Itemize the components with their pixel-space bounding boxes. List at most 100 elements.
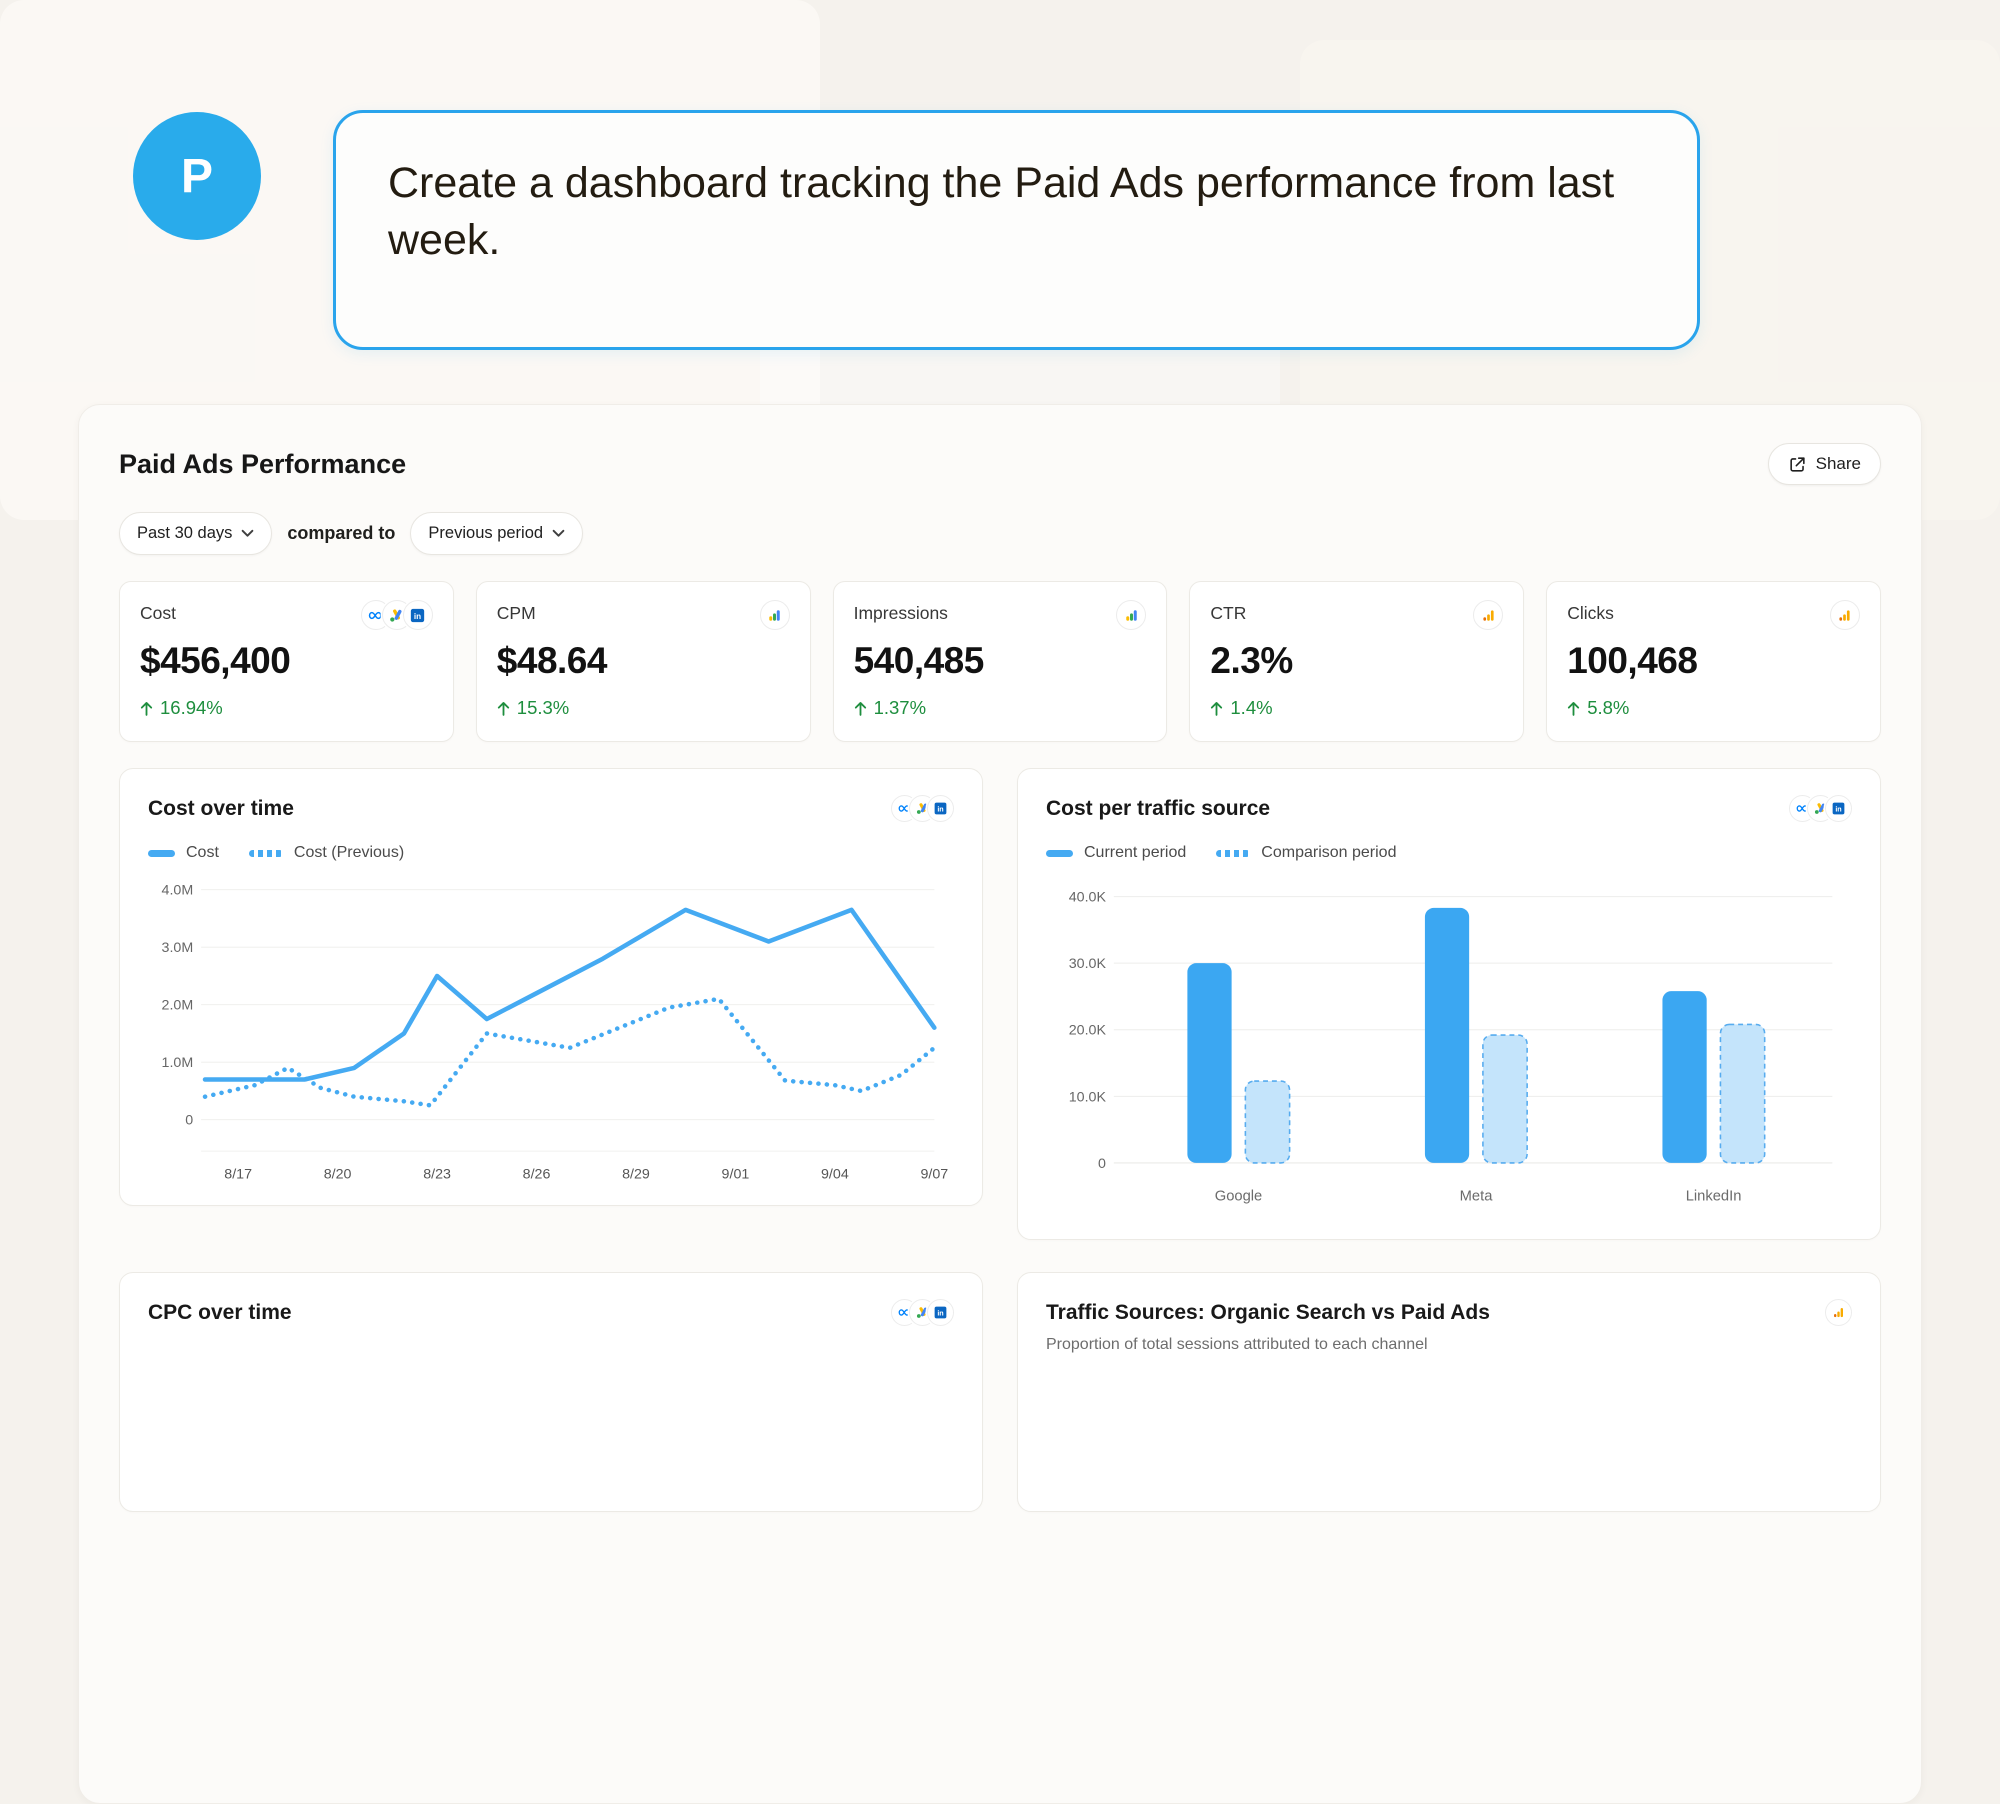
svg-text:in: in (414, 611, 421, 620)
svg-text:9/04: 9/04 (821, 1167, 849, 1183)
svg-text:0: 0 (185, 1113, 193, 1129)
kpi-card-cpm: CPM $48.64 15.3% (475, 581, 811, 742)
charts-row: Cost over time in Cost Cost (Previous) 4… (119, 768, 1881, 1240)
svg-text:8/20: 8/20 (324, 1167, 352, 1183)
kpi-card-clicks: Clicks 100,468 5.8% (1546, 581, 1881, 742)
chevron-down-icon (242, 529, 254, 537)
arrow-up-icon (1211, 701, 1223, 716)
share-icon (1790, 456, 1805, 472)
kpi-value: $48.64 (496, 640, 608, 681)
legend-item-cost[interactable]: Cost (148, 844, 219, 862)
svg-text:8/26: 8/26 (523, 1167, 551, 1183)
orange-bars-icon (1473, 600, 1504, 630)
chart-title: CPC over time (148, 1300, 292, 1324)
kpi-source-icons (1116, 600, 1147, 630)
svg-text:8/17: 8/17 (224, 1167, 252, 1183)
solid-line-swatch (148, 849, 175, 857)
bottom-row: CPC over time in Traffic Sources: Organi… (119, 1272, 1881, 1512)
cost-over-time-card: Cost over time in Cost Cost (Previous) 4… (119, 768, 983, 1206)
kpi-value: $456,400 (140, 640, 291, 681)
kpi-label: Impressions (853, 603, 948, 623)
svg-text:10.0K: 10.0K (1069, 1089, 1107, 1105)
kpi-source-icons (759, 600, 790, 630)
kpi-value: 540,485 (853, 640, 985, 681)
kpi-delta: 15.3% (497, 697, 790, 719)
chart-source-icons (1825, 1299, 1852, 1326)
svg-text:in: in (937, 805, 943, 813)
chart-title: Cost per traffic source (1046, 796, 1271, 820)
kpi-card-ctr: CTR 2.3% 1.4% (1189, 581, 1525, 742)
chart-legend: Current period Comparison period (1046, 844, 1852, 862)
kpi-row: Cost in $456,400 16.94% CPM $48.64 15.3%… (119, 581, 1881, 742)
svg-text:Google: Google (1215, 1188, 1263, 1204)
svg-text:4.0M: 4.0M (162, 883, 194, 899)
kpi-delta: 1.4% (1210, 697, 1503, 719)
kpi-delta: 1.37% (854, 697, 1147, 719)
cpc-over-time-card: CPC over time in (119, 1272, 983, 1512)
svg-text:30.0K: 30.0K (1069, 956, 1107, 972)
share-button[interactable]: Share (1767, 443, 1881, 485)
chart-source-icons: in (891, 795, 954, 822)
legend-item-comparison-period[interactable]: Comparison period (1216, 844, 1396, 862)
dashed-bar-swatch (1216, 849, 1251, 857)
svg-text:9/01: 9/01 (722, 1167, 750, 1183)
svg-text:Meta: Meta (1460, 1188, 1494, 1204)
linkedin-icon: in (402, 600, 433, 630)
kpi-source-icons (1473, 600, 1504, 630)
kpi-card-cost: Cost in $456,400 16.94% (119, 581, 454, 742)
solid-bar-swatch (1046, 849, 1073, 857)
kpi-source-icons: in (360, 600, 433, 630)
kpi-value: 2.3% (1210, 640, 1293, 681)
compared-to-label: compared to (287, 523, 396, 543)
svg-text:40.0K: 40.0K (1069, 889, 1107, 905)
dashboard-header: Paid Ads Performance Share (119, 443, 1881, 485)
svg-text:20.0K: 20.0K (1069, 1023, 1107, 1039)
user-avatar: P (133, 112, 261, 240)
chart-source-icons: in (1789, 795, 1852, 822)
svg-text:0: 0 (1098, 1156, 1106, 1172)
date-range-value: Past 30 days (137, 524, 233, 542)
page-title: Paid Ads Performance (119, 448, 407, 479)
chat-message-bubble: Create a dashboard tracking the Paid Ads… (333, 110, 1700, 350)
chart-title: Traffic Sources: Organic Search vs Paid … (1046, 1300, 1490, 1324)
comparison-period-dropdown[interactable]: Previous period (410, 512, 584, 555)
dashboard-panel: Paid Ads Performance Share Past 30 days … (78, 404, 1922, 1804)
kpi-delta: 5.8% (1567, 697, 1860, 719)
kpi-label: CPM (496, 603, 536, 623)
dotted-line-swatch (248, 849, 283, 857)
svg-text:LinkedIn: LinkedIn (1686, 1188, 1742, 1204)
orange-bars-icon (1825, 1299, 1852, 1326)
linkedin-icon: in (1825, 795, 1852, 822)
traffic-sources-card: Traffic Sources: Organic Search vs Paid … (1017, 1272, 1881, 1512)
chart-title: Cost over time (148, 796, 294, 820)
meta-icon (891, 1299, 918, 1326)
share-label: Share (1815, 454, 1861, 473)
svg-text:8/29: 8/29 (622, 1167, 650, 1183)
multicolor-bars-icon (759, 600, 790, 630)
orange-bars-icon (1829, 600, 1860, 630)
linkedin-icon: in (927, 795, 954, 822)
kpi-label: Clicks (1567, 603, 1614, 623)
chart-source-icons: in (891, 1299, 954, 1326)
kpi-label: CTR (1210, 603, 1247, 623)
svg-text:3.0M: 3.0M (162, 940, 194, 956)
svg-text:1.0M: 1.0M (162, 1055, 194, 1071)
arrow-up-icon (854, 701, 866, 716)
multicolor-bars-icon (1116, 600, 1147, 630)
chart-legend: Cost Cost (Previous) (148, 844, 954, 862)
date-range-dropdown[interactable]: Past 30 days (119, 512, 273, 555)
cost-per-traffic-source-bar-chart: 40.0K 30.0K 20.0K 10.0K 0 Google Meta LinkedIn (1069, 889, 1833, 1204)
cost-per-traffic-source-card: Cost per traffic source in Current perio… (1017, 768, 1881, 1240)
arrow-up-icon (140, 701, 153, 716)
kpi-card-impressions: Impressions 540,485 1.37% (832, 581, 1168, 742)
kpi-value: 100,468 (1567, 640, 1698, 681)
comparison-period-value: Previous period (428, 524, 544, 542)
svg-text:8/23: 8/23 (423, 1167, 451, 1183)
kpi-delta: 16.94% (140, 697, 433, 719)
legend-item-current-period[interactable]: Current period (1046, 844, 1186, 862)
svg-text:2.0M: 2.0M (162, 998, 194, 1014)
svg-text:in: in (937, 1309, 943, 1317)
chart-subtitle: Proportion of total sessions attributed … (1046, 1336, 1428, 1353)
legend-item-cost-previous[interactable]: Cost (Previous) (248, 844, 404, 862)
linkedin-icon: in (927, 1299, 954, 1326)
